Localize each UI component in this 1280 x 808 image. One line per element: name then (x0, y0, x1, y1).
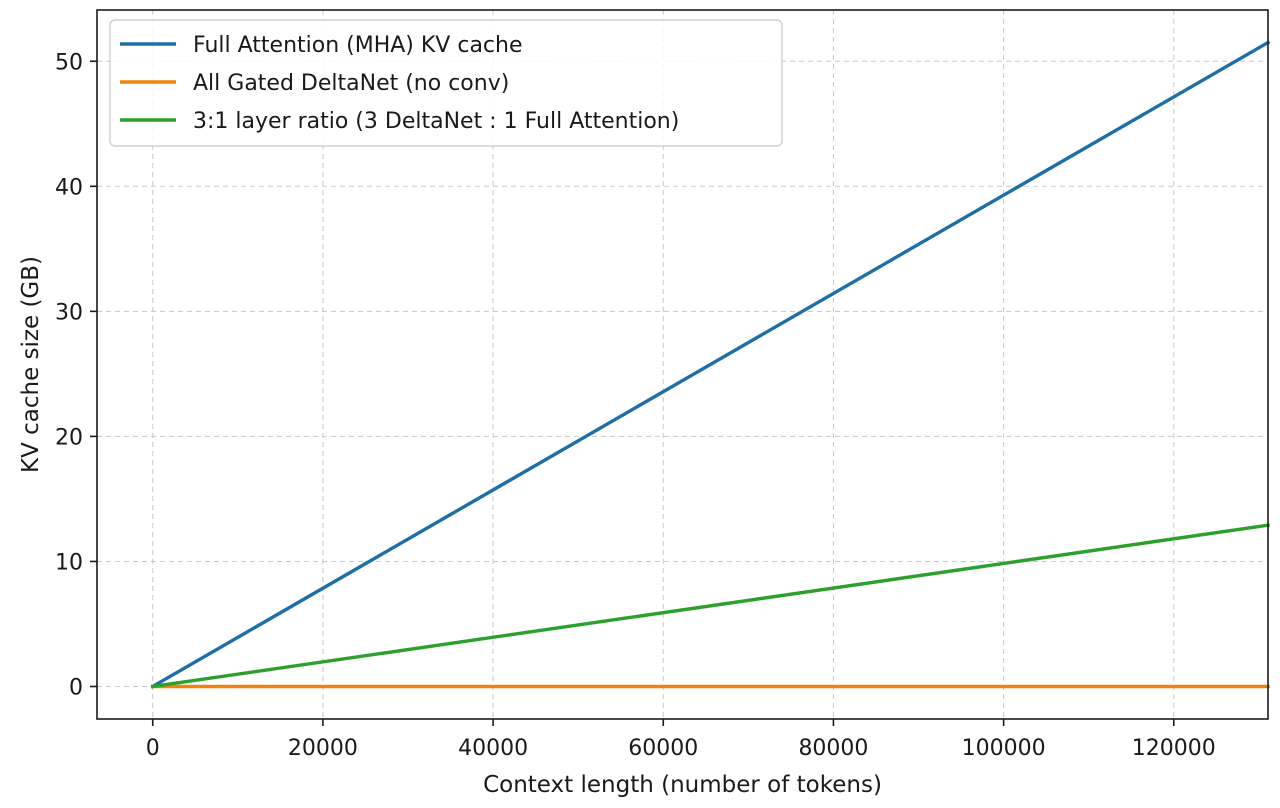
y-tick-label: 10 (55, 550, 83, 575)
y-tick-label: 20 (55, 425, 83, 450)
x-tick-label: 40000 (458, 736, 528, 761)
y-tick-label: 40 (55, 175, 83, 200)
x-tick-label: 0 (146, 736, 160, 761)
x-tick-label: 80000 (798, 736, 868, 761)
y-tick-label: 0 (69, 675, 83, 700)
y-tick-label: 30 (55, 300, 83, 325)
legend-box (109, 19, 783, 147)
legend-label: All Gated DeltaNet (no conv) (193, 71, 509, 96)
y-tick-label: 50 (55, 50, 83, 75)
legend-label: Full Attention (MHA) KV cache (193, 33, 523, 58)
x-tick-label: 120000 (1132, 736, 1216, 761)
x-tick-label: 60000 (628, 736, 698, 761)
axis-ticks: 0 20000 40000 60000 80000 100000 120000 0 10 20 30… (55, 50, 1216, 761)
x-tick-label: 100000 (962, 736, 1046, 761)
series-lines (150, 40, 1271, 689)
plot-frame (96, 9, 1269, 720)
x-axis-label: Context length (number of tokens) (483, 772, 882, 798)
series-line-3 (150, 523, 1270, 689)
legend: Full Attention (MHA) KV cache All Gated D… (109, 19, 783, 147)
x-tick-label: 20000 (288, 736, 358, 761)
legend-label: 3:1 layer ratio (3 DeltaNet : 1 Full Att… (193, 109, 679, 134)
series-line-1 (150, 40, 1271, 689)
y-axis-label: KV cache size (GB) (18, 256, 44, 473)
